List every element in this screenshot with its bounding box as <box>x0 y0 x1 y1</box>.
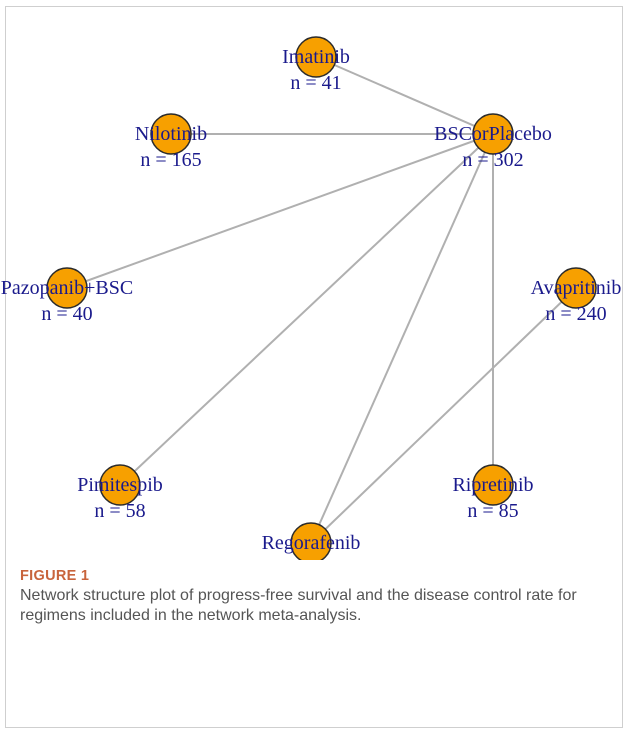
node-name-regorafenib: Regorafenib <box>262 532 361 554</box>
node-circle-avapritinib <box>555 267 597 309</box>
node-ripretinib: Ripretinib n = 85 <box>452 464 534 522</box>
node-name-ripretinib: Ripretinib <box>452 474 533 496</box>
network-diagram: Imatinib n = 41 Nilotinib n = 165 BSCorPlace… <box>1 36 622 560</box>
node-pimitespib: Pimitespib n = 58 <box>77 464 163 522</box>
node-name-bsc: BSCorPlacebo <box>434 123 552 145</box>
node-count-avapritinib: n = 240 <box>545 303 606 325</box>
node-name-pimitespib: Pimitespib <box>77 474 163 496</box>
node-name-pazopanib: Pazopanib+BSC <box>1 277 133 299</box>
node-circle-pazopanib <box>46 267 88 309</box>
edge-imatinib-bsc <box>315 56 494 135</box>
figure-frame <box>5 6 623 728</box>
edge-pimitespib-bsc <box>119 133 494 486</box>
figure-caption: FIGURE 1 Network structure plot of progr… <box>20 568 610 626</box>
node-regorafenib: Regorafenib n = 369 <box>262 522 361 560</box>
node-name-nilotinib: Nilotinib <box>135 123 207 145</box>
node-count-imatinib: n = 41 <box>290 72 341 94</box>
node-nilotinib: Nilotinib n = 165 <box>135 113 207 171</box>
figure-caption-text: Network structure plot of progress-free … <box>20 587 577 624</box>
node-count-ripretinib: n = 85 <box>467 500 518 522</box>
node-avapritinib: Avapritinib n = 240 <box>531 267 622 325</box>
node-bsc: BSCorPlacebo n = 302 <box>434 113 552 171</box>
node-circle-imatinib <box>295 36 337 78</box>
node-circle-bsc <box>472 113 514 155</box>
edge-regorafenib-avapritinib <box>310 287 577 544</box>
figure-label: FIGURE 1 <box>20 568 90 584</box>
node-circle-regorafenib <box>290 522 332 560</box>
nodes-group: Imatinib n = 41 Nilotinib n = 165 BSCorPlace… <box>1 36 622 560</box>
node-name-imatinib: Imatinib <box>282 46 350 68</box>
node-imatinib: Imatinib n = 41 <box>282 36 350 94</box>
node-circle-ripretinib <box>472 464 514 506</box>
edge-regorafenib-bsc <box>310 133 494 544</box>
edges-group <box>66 56 577 544</box>
node-count-nilotinib: n = 165 <box>140 149 201 171</box>
node-count-pazopanib: n = 40 <box>41 303 92 325</box>
node-circle-nilotinib <box>150 113 192 155</box>
node-name-avapritinib: Avapritinib <box>531 277 622 299</box>
node-count-pimitespib: n = 58 <box>94 500 145 522</box>
node-count-regorafenib: n = 369 <box>280 558 341 560</box>
node-circle-pimitespib <box>99 464 141 506</box>
edge-pazopanib-bsc <box>66 133 494 289</box>
node-count-bsc: n = 302 <box>462 149 523 171</box>
node-pazopanib: Pazopanib+BSC n = 40 <box>1 267 133 325</box>
